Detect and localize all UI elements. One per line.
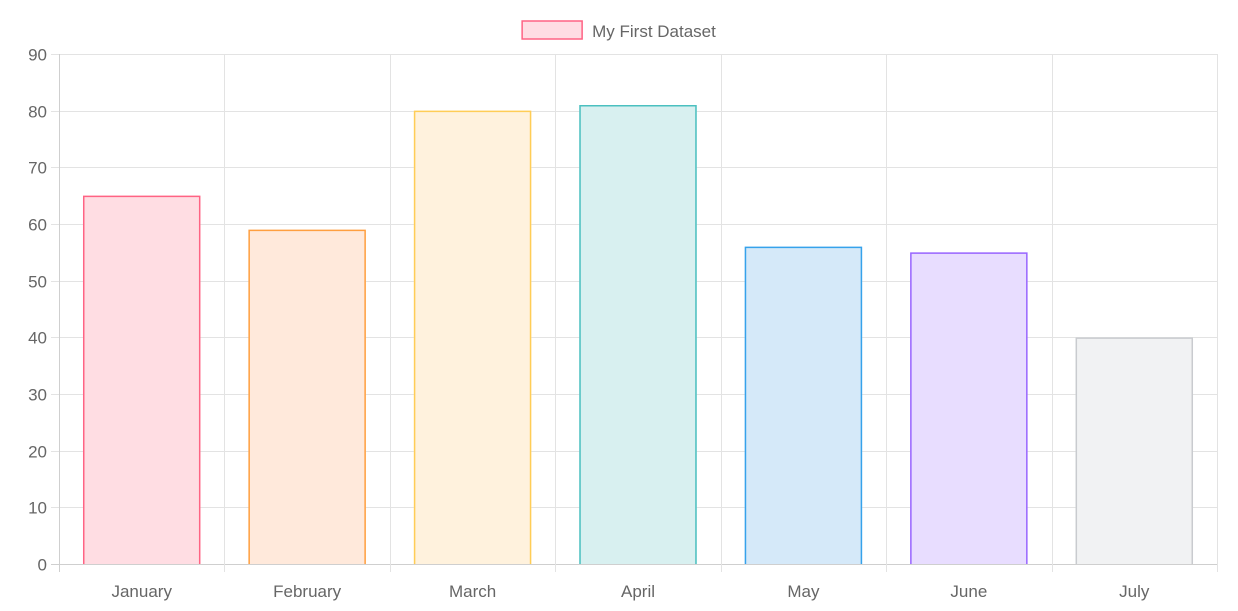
- y-tick-label: 50: [28, 273, 47, 292]
- y-tick-label: 0: [38, 556, 47, 575]
- y-tick-label: 90: [28, 46, 47, 65]
- bar-june[interactable]: [910, 252, 1028, 565]
- x-tick-label: May: [787, 582, 820, 601]
- bar-july[interactable]: [1075, 337, 1194, 564]
- bars: [82, 105, 1194, 565]
- x-tick-label: February: [273, 582, 342, 601]
- bar-border-june: [910, 252, 1028, 564]
- x-tick-label: January: [111, 582, 172, 601]
- legend[interactable]: My First Dataset: [521, 20, 716, 41]
- bar-border-may: [744, 246, 863, 564]
- y-tick-label: 80: [28, 103, 47, 122]
- y-tick-label: 30: [28, 386, 47, 405]
- legend-swatch[interactable]: [521, 20, 583, 40]
- y-tick-label: 20: [28, 443, 47, 462]
- axes: 0 10 20 30 40 50 60 70 80 90 January February March A…: [28, 46, 1150, 602]
- y-tick-label: 10: [28, 499, 47, 518]
- x-tick-label: March: [449, 582, 496, 601]
- bar-border-january: [82, 195, 201, 564]
- y-tick-label: 40: [28, 329, 47, 348]
- y-tick-label: 70: [28, 159, 47, 178]
- bar-border-february: [248, 229, 366, 564]
- x-tick-label: June: [950, 582, 987, 601]
- bar-april[interactable]: [579, 105, 697, 564]
- bar-january[interactable]: [82, 195, 201, 564]
- y-tick-label: 60: [28, 216, 47, 235]
- legend-label[interactable]: My First Dataset: [592, 22, 716, 41]
- x-tick-label: July: [1119, 582, 1150, 601]
- bar-border-july: [1075, 337, 1194, 564]
- bar-march[interactable]: [413, 110, 532, 565]
- bar-border-april: [579, 105, 697, 564]
- bar-february[interactable]: [248, 229, 366, 564]
- bar-may[interactable]: [744, 246, 863, 564]
- bar-border-march: [413, 110, 532, 564]
- x-tick-label: April: [621, 582, 655, 601]
